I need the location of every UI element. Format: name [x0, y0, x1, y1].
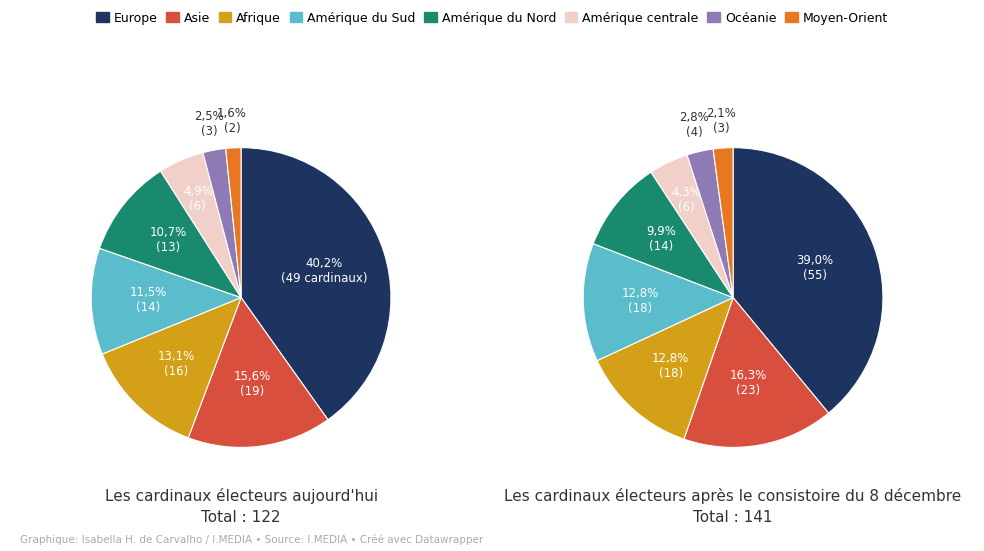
Wedge shape [713, 148, 733, 298]
Wedge shape [651, 155, 733, 298]
Text: 10,7%
(13): 10,7% (13) [150, 226, 187, 254]
Wedge shape [733, 148, 883, 413]
Wedge shape [241, 148, 391, 420]
Text: Graphique: Isabella H. de Carvalho / I.MEDIA • Source: I.MEDIA • Créé avec Dataw: Graphique: Isabella H. de Carvalho / I.M… [20, 535, 483, 545]
Text: 1,6%
(2): 1,6% (2) [217, 107, 247, 135]
Wedge shape [597, 298, 733, 439]
Wedge shape [160, 153, 241, 298]
Text: 2,5%
(3): 2,5% (3) [195, 110, 224, 138]
Text: 39,0%
(55): 39,0% (55) [796, 254, 833, 282]
Wedge shape [584, 244, 733, 360]
Wedge shape [225, 148, 241, 298]
Text: Les cardinaux électeurs après le consistoire du 8 décembre: Les cardinaux électeurs après le consist… [505, 488, 961, 504]
Text: 13,1%
(16): 13,1% (16) [157, 350, 195, 378]
Text: 2,1%
(3): 2,1% (3) [707, 107, 736, 135]
Text: 4,3%
(6): 4,3% (6) [672, 186, 702, 214]
Text: 40,2%
(49 cardinaux): 40,2% (49 cardinaux) [280, 257, 367, 285]
Wedge shape [99, 171, 241, 298]
Text: Total : 122: Total : 122 [202, 510, 280, 525]
Wedge shape [203, 148, 241, 298]
Text: 9,9%
(14): 9,9% (14) [646, 225, 676, 253]
Text: 2,8%
(4): 2,8% (4) [679, 111, 708, 139]
Text: 11,5%
(14): 11,5% (14) [130, 286, 167, 314]
Wedge shape [684, 298, 829, 447]
Text: 4,9%
(6): 4,9% (6) [183, 185, 213, 213]
Wedge shape [188, 298, 328, 447]
Text: 12,8%
(18): 12,8% (18) [622, 287, 659, 315]
Wedge shape [687, 149, 733, 298]
Text: Total : 141: Total : 141 [694, 510, 772, 525]
Text: 15,6%
(19): 15,6% (19) [233, 370, 271, 398]
Legend: Europe, Asie, Afrique, Amérique du Sud, Amérique du Nord, Amérique centrale, Océ: Europe, Asie, Afrique, Amérique du Sud, … [93, 9, 891, 27]
Text: 16,3%
(23): 16,3% (23) [730, 369, 768, 397]
Wedge shape [102, 298, 241, 438]
Wedge shape [593, 172, 733, 298]
Text: Les cardinaux électeurs aujourd'hui: Les cardinaux électeurs aujourd'hui [104, 488, 378, 504]
Text: 12,8%
(18): 12,8% (18) [652, 353, 690, 380]
Wedge shape [92, 249, 241, 354]
